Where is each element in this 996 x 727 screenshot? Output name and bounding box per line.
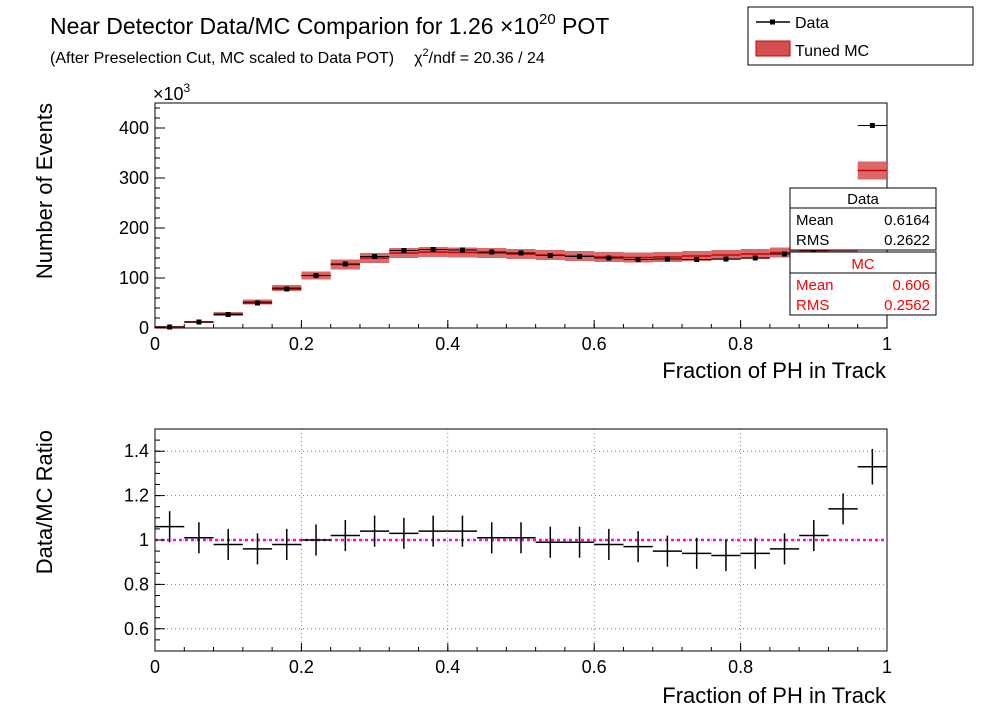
- ratio-points-group: [155, 448, 887, 572]
- top-x-tick-label: 0.6: [582, 334, 607, 354]
- top-y-tick-label: 300: [119, 168, 149, 188]
- top-y-exp-sup: 3: [184, 81, 191, 95]
- legend: Data Tuned MC: [747, 6, 974, 66]
- data-point: [752, 255, 758, 261]
- data-point: [664, 256, 670, 262]
- data-point: [225, 312, 231, 317]
- data-point: [342, 261, 348, 267]
- top-x-tick-label: 0.2: [289, 334, 314, 354]
- data-point: [782, 251, 788, 257]
- bottom-y-tick-label: 0.8: [124, 574, 149, 594]
- data-point: [635, 257, 641, 262]
- top-x-tick-label: 1: [882, 334, 892, 354]
- legend-mc-swatch: [755, 40, 791, 57]
- stats-data-rms-label: RMS: [796, 232, 829, 249]
- data-point: [606, 255, 612, 261]
- data-points-group: [155, 123, 887, 330]
- title-times: ×10: [500, 13, 539, 39]
- bottom-x-tick-label: 0.4: [435, 657, 460, 677]
- top-axes-group: 0 0.2 0.4 0.6 0.8 1 0 100 200 300 400: [119, 107, 892, 354]
- chi-prefix: χ: [414, 50, 423, 67]
- stats-mc-rms-label: RMS: [796, 297, 829, 314]
- top-x-tick-label: 0.4: [435, 334, 460, 354]
- chart-title: Near Detector Data/MC Comparion for 1.26…: [50, 11, 609, 39]
- data-point: [547, 253, 553, 258]
- data-point: [694, 257, 700, 262]
- bottom-y-tick-label: 1: [139, 530, 149, 550]
- bottom-x-tick-label: 1: [882, 657, 892, 677]
- top-y-label: Number of Events: [32, 103, 57, 279]
- top-panel: 0 0.2 0.4 0.6 0.8 1 0 100 200 300 400 ×103 Fractio…: [32, 81, 892, 383]
- data-point: [430, 247, 436, 252]
- bottom-y-tick-label: 1.4: [124, 441, 149, 461]
- subtitle-text: (After Preselection Cut, MC scaled to Da…: [50, 50, 394, 67]
- stats-mc: MC Mean 0.606 RMS 0.2562: [789, 251, 937, 316]
- data-point: [167, 324, 173, 330]
- data-point: [459, 247, 465, 253]
- bottom-x-label: Fraction of PH in Track: [662, 683, 887, 708]
- title-tail: POT: [556, 13, 610, 39]
- top-x-label: Fraction of PH in Track: [662, 358, 887, 383]
- top-frame: [154, 102, 888, 329]
- bottom-x-tick-label: 0: [150, 657, 160, 677]
- bottom-axes-group: 0 0.2 0.4 0.6 0.8 1 0.6 0.8 1 1.2 1.4: [124, 428, 892, 677]
- legend-mc-label: Tuned MC: [795, 43, 869, 60]
- legend-data-label: Data: [795, 15, 829, 32]
- stats-data-mean-label: Mean: [796, 212, 834, 229]
- data-point: [313, 273, 319, 278]
- bottom-y-tick-label: 0.6: [124, 619, 149, 639]
- data-point: [284, 286, 290, 292]
- data-point: [869, 123, 875, 128]
- stats-mc-mean-label: Mean: [796, 277, 834, 294]
- data-point: [518, 250, 524, 256]
- top-y-tick-label: 200: [119, 218, 149, 238]
- stats-mc-rms-value: 0.2562: [884, 297, 930, 314]
- top-y-tick-label: 400: [119, 118, 149, 138]
- stats-data: Data Mean 0.6164 RMS 0.2622: [789, 187, 937, 251]
- data-point: [401, 248, 407, 253]
- stats-mc-title: MC: [851, 256, 874, 273]
- data-point: [577, 254, 583, 259]
- stats-data-rms-value: 0.2622: [884, 232, 930, 249]
- top-y-exp-base: ×10: [153, 84, 184, 104]
- stats-data-title: Data: [847, 191, 879, 208]
- top-x-tick-label: 0.8: [728, 334, 753, 354]
- stats-data-mean-value: 0.6164: [884, 212, 930, 229]
- bottom-x-tick-label: 0.6: [582, 657, 607, 677]
- legend-data-marker: [770, 19, 775, 25]
- stats-mc-mean-value: 0.606: [892, 277, 930, 294]
- top-y-tick-label: 100: [119, 268, 149, 288]
- data-point: [254, 300, 260, 306]
- chi-rest: /ndf = 20.36 / 24: [429, 50, 545, 67]
- chart-subtitle: (After Preselection Cut, MC scaled to Da…: [50, 47, 545, 67]
- bottom-x-tick-label: 0.8: [728, 657, 753, 677]
- bottom-y-label: Data/MC Ratio: [32, 430, 57, 574]
- top-y-exp: ×103: [153, 81, 191, 104]
- chi-sup: 2: [423, 47, 429, 59]
- title-main: Near Detector Data/MC Comparion for 1.26: [50, 13, 500, 39]
- top-x-tick-label: 0: [150, 334, 160, 354]
- ratio-grid-group: [155, 429, 887, 651]
- data-point: [489, 249, 495, 255]
- data-point: [196, 319, 202, 325]
- data-point: [723, 256, 729, 262]
- bottom-x-tick-label: 0.2: [289, 657, 314, 677]
- title-exp: 20: [539, 11, 556, 28]
- data-point: [372, 254, 378, 259]
- bottom-y-tick-label: 1.2: [124, 486, 149, 506]
- bottom-panel: 0 0.2 0.4 0.6 0.8 1 0.6 0.8 1 1.2 1.4 Fraction of …: [32, 428, 892, 708]
- top-y-tick-label: 0: [139, 318, 149, 338]
